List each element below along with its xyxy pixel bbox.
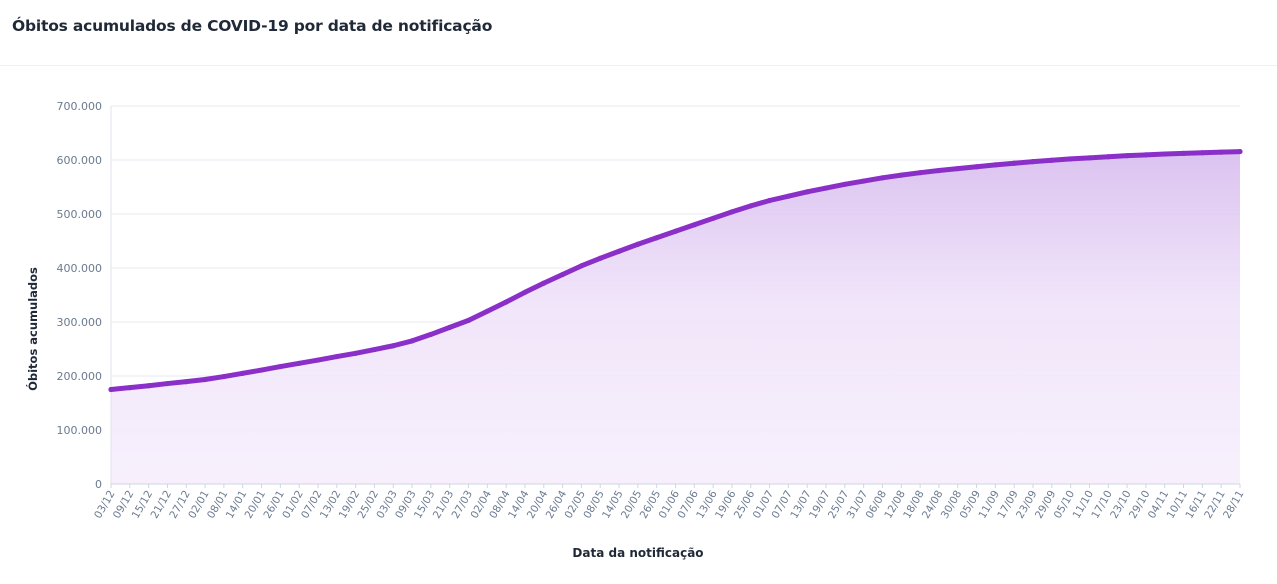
data-point[interactable] [654, 235, 660, 241]
y-tick-label: 300.000 [57, 316, 103, 329]
chart-header: Óbitos acumulados de COVID-19 por data d… [0, 0, 1277, 66]
x-tick-labels: 03/1209/1215/1221/1227/1202/0108/0114/01… [92, 484, 1247, 521]
y-tick-label: 100.000 [57, 424, 103, 437]
data-point[interactable] [428, 331, 434, 338]
data-point[interactable] [804, 189, 810, 195]
y-tick-label: 600.000 [57, 154, 103, 167]
data-point[interactable] [955, 166, 961, 172]
data-point[interactable] [992, 162, 998, 168]
data-point[interactable] [258, 367, 265, 373]
data-point[interactable] [898, 172, 904, 178]
y-tick-label: 500.000 [57, 208, 103, 221]
data-point[interactable] [146, 383, 152, 389]
data-point[interactable] [672, 228, 679, 234]
data-point[interactable] [710, 215, 716, 221]
area-layer [111, 151, 1240, 484]
data-point[interactable] [1143, 152, 1149, 158]
data-point[interactable] [1105, 154, 1111, 160]
data-point[interactable] [503, 299, 509, 305]
data-point[interactable] [1180, 150, 1187, 157]
data-point[interactable] [465, 317, 472, 323]
data-point[interactable] [691, 222, 697, 228]
data-point[interactable] [1124, 153, 1130, 159]
data-point[interactable] [1162, 151, 1168, 157]
data-point[interactable] [277, 363, 283, 370]
data-point[interactable] [823, 185, 829, 191]
data-point[interactable] [108, 386, 114, 393]
data-point[interactable] [409, 338, 415, 344]
y-tick-label: 0 [95, 478, 102, 491]
data-point[interactable] [879, 175, 886, 181]
data-point[interactable] [560, 271, 566, 278]
data-point[interactable] [578, 263, 585, 269]
data-point[interactable] [616, 248, 622, 254]
data-point[interactable] [541, 280, 547, 286]
data-point[interactable] [973, 164, 980, 170]
area-fill [111, 151, 1240, 484]
y-tick-label: 200.000 [57, 370, 103, 383]
data-point[interactable] [1011, 160, 1017, 166]
data-point[interactable] [748, 203, 754, 209]
data-point[interactable] [334, 353, 340, 360]
data-point[interactable] [842, 181, 848, 187]
data-point[interactable] [597, 255, 603, 261]
chart-title: Óbitos acumulados de COVID-19 por data d… [12, 17, 493, 35]
y-tick-labels: 0 100.000 200.000 300.000 400.000 500.000 600.… [57, 100, 103, 491]
data-point[interactable] [221, 373, 227, 380]
data-point[interactable] [917, 170, 923, 176]
data-point[interactable] [296, 360, 302, 366]
data-point[interactable] [353, 350, 359, 356]
data-point[interactable] [390, 343, 396, 349]
data-point[interactable] [1086, 155, 1093, 161]
line-layer [108, 148, 1243, 393]
data-point[interactable] [522, 289, 528, 295]
data-point[interactable] [240, 370, 246, 376]
data-point[interactable] [1049, 157, 1055, 163]
data-point[interactable] [861, 178, 867, 184]
data-point[interactable] [164, 380, 171, 387]
data-point[interactable] [729, 209, 735, 215]
cumulative-deaths-chart: 0 100.000 200.000 300.000 400.000 500.000 600.… [25, 100, 1247, 560]
y-tick-label: 700.000 [57, 100, 103, 113]
data-point[interactable] [371, 346, 378, 353]
data-point[interactable] [447, 324, 453, 330]
y-tick-label: 400.000 [57, 262, 103, 275]
y-axis-label: Óbitos acumulados [25, 267, 40, 391]
chart-area: 0 100.000 200.000 300.000 400.000 500.000 600.… [0, 66, 1277, 580]
data-point[interactable] [785, 193, 792, 199]
data-point[interactable] [183, 379, 189, 385]
data-point[interactable] [315, 357, 321, 363]
data-point[interactable] [936, 167, 942, 174]
x-axis-label: Data da notificação [572, 546, 703, 560]
data-point[interactable] [484, 308, 490, 314]
data-point[interactable] [635, 241, 641, 247]
data-point[interactable] [1030, 159, 1036, 165]
data-point[interactable] [202, 376, 208, 383]
data-point[interactable] [1068, 156, 1074, 162]
data-point[interactable] [766, 197, 773, 204]
data-point[interactable] [1237, 148, 1243, 155]
data-point[interactable] [1218, 149, 1224, 155]
data-point[interactable] [127, 385, 133, 391]
data-point[interactable] [1199, 150, 1205, 156]
